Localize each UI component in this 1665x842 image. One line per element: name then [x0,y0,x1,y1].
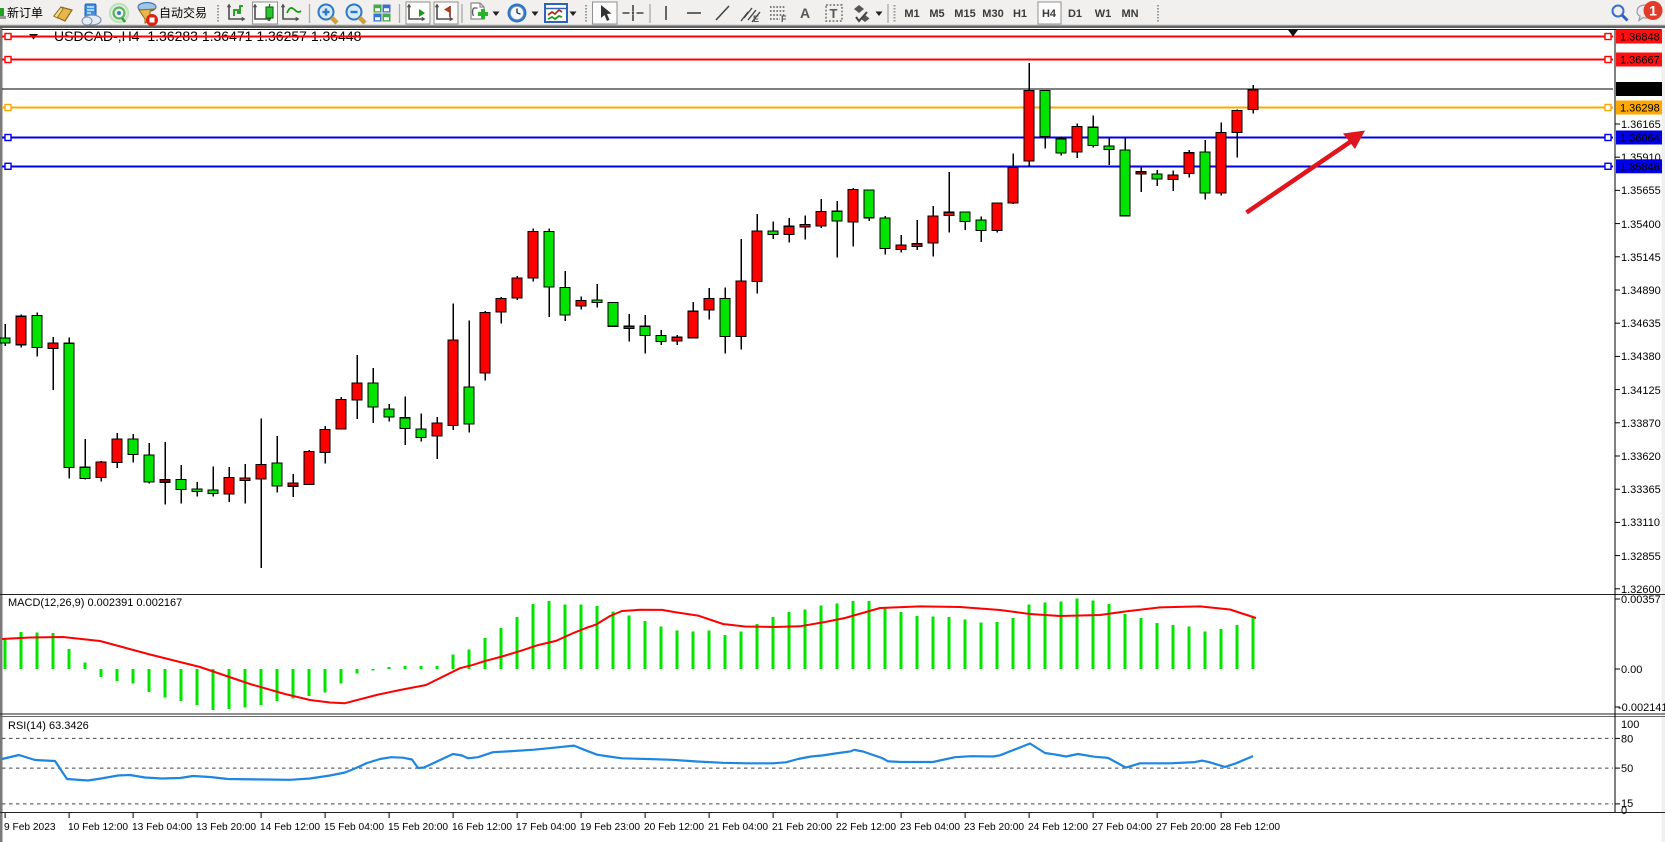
svg-text:MN: MN [1121,8,1138,20]
svg-text:1.34635: 1.34635 [1621,318,1661,330]
svg-text:50: 50 [1621,763,1633,775]
svg-text:M30: M30 [982,8,1003,20]
svg-text:E: E [753,14,759,24]
svg-text:1.36064: 1.36064 [1620,133,1660,145]
svg-text:1.34380: 1.34380 [1621,351,1661,363]
svg-text:1.35145: 1.35145 [1621,252,1661,264]
svg-text:15 Feb 20:00: 15 Feb 20:00 [388,822,448,833]
svg-text:10 Feb 12:00: 10 Feb 12:00 [68,822,128,833]
svg-text:15: 15 [1621,798,1633,810]
svg-text:23 Feb 04:00: 23 Feb 04:00 [900,822,960,833]
svg-text:80: 80 [1621,734,1633,746]
svg-text:M15: M15 [954,8,975,20]
svg-text:1.33620: 1.33620 [1621,451,1661,463]
svg-text:1.35846: 1.35846 [1620,161,1660,173]
svg-text:0.00357: 0.00357 [1621,594,1661,606]
svg-text:1.36448: 1.36448 [1620,84,1660,96]
svg-text:1.33110: 1.33110 [1621,517,1660,529]
svg-text:D1: D1 [1068,8,1082,20]
svg-text:9 Feb 2023: 9 Feb 2023 [4,822,56,833]
svg-text:RSI(14) 63.3426: RSI(14) 63.3426 [8,720,89,732]
svg-text:1.35655: 1.35655 [1621,185,1661,197]
svg-text:1.36667: 1.36667 [1620,55,1660,67]
svg-text:H4: H4 [1042,8,1057,20]
svg-text:-0.002141: -0.002141 [1618,702,1665,714]
svg-text:自动交易: 自动交易 [159,5,207,20]
svg-text:23 Feb 20:00: 23 Feb 20:00 [964,822,1024,833]
svg-text:21 Feb 04:00: 21 Feb 04:00 [708,822,768,833]
svg-text:15 Feb 04:00: 15 Feb 04:00 [324,822,384,833]
svg-text:A: A [800,5,810,21]
svg-text:0: 0 [1621,805,1627,817]
svg-text:27 Feb 20:00: 27 Feb 20:00 [1156,822,1216,833]
svg-text:1.33365: 1.33365 [1621,484,1661,496]
svg-text:20 Feb 12:00: 20 Feb 12:00 [644,822,704,833]
svg-text:T: T [830,6,838,21]
svg-text:MACD(12,26,9) 0.002391 0.00216: MACD(12,26,9) 0.002391 0.002167 [8,597,182,609]
svg-text:1.36848: 1.36848 [1620,32,1660,44]
svg-text:1.35400: 1.35400 [1621,219,1661,231]
svg-text:16 Feb 12:00: 16 Feb 12:00 [452,822,512,833]
svg-text:0.00: 0.00 [1621,664,1642,676]
svg-text:M5: M5 [929,8,944,20]
svg-text:13 Feb 04:00: 13 Feb 04:00 [132,822,192,833]
svg-text:100: 100 [1621,719,1639,731]
svg-text:28 Feb 12:00: 28 Feb 12:00 [1220,822,1280,833]
svg-text:1.33870: 1.33870 [1621,418,1661,430]
svg-text:1.34890: 1.34890 [1621,285,1661,297]
svg-text:19 Feb 23:00: 19 Feb 23:00 [580,822,640,833]
svg-text:13 Feb 20:00: 13 Feb 20:00 [196,822,256,833]
svg-text:M1: M1 [904,8,919,20]
svg-text:1.34125: 1.34125 [1621,385,1661,397]
svg-text:1.32855: 1.32855 [1621,551,1661,563]
svg-text:21 Feb 20:00: 21 Feb 20:00 [772,822,832,833]
svg-text:1.36165: 1.36165 [1621,119,1661,131]
svg-text:F: F [781,14,787,24]
svg-text:24 Feb 12:00: 24 Feb 12:00 [1028,822,1088,833]
svg-text:H1: H1 [1013,8,1027,20]
svg-text:1: 1 [1649,3,1657,19]
svg-text:1.32600: 1.32600 [1621,584,1661,596]
svg-text:22 Feb 12:00: 22 Feb 12:00 [836,822,896,833]
svg-text:W1: W1 [1095,8,1112,20]
svg-text:新订单: 新订单 [7,5,43,20]
svg-text:27 Feb 04:00: 27 Feb 04:00 [1092,822,1152,833]
svg-text:14 Feb 12:00: 14 Feb 12:00 [260,822,320,833]
svg-text:17 Feb 04:00: 17 Feb 04:00 [516,822,576,833]
svg-text:1.36298: 1.36298 [1620,103,1660,115]
